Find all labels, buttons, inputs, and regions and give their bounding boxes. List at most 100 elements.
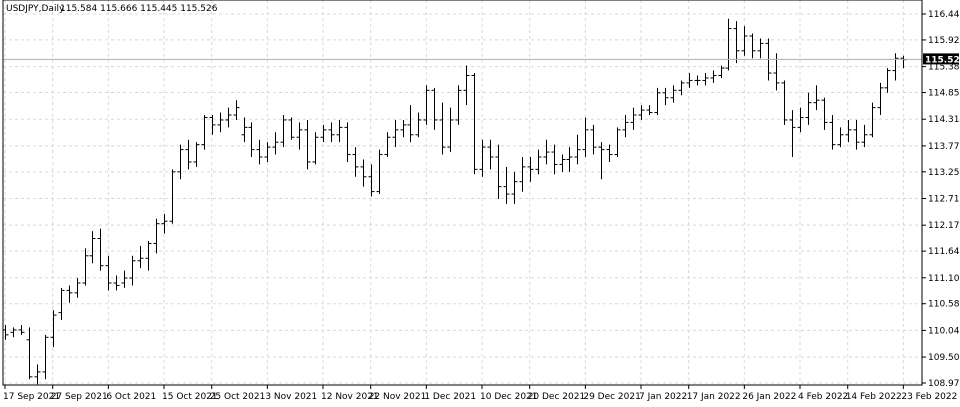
ohlc-bar [336, 119, 343, 143]
ohlc-bar [431, 87, 438, 130]
current-price-tag: 115.526 [923, 53, 960, 65]
ohlc-bar [161, 213, 168, 234]
ohlc-bar [718, 65, 725, 78]
ohlc-bar [821, 97, 828, 130]
y-tick-label: 115.380 [928, 63, 960, 73]
ohlc-bar [877, 82, 884, 116]
ohlc-bar [559, 154, 566, 172]
x-tick-label: 12 Nov 2021 [321, 392, 379, 402]
ohlc-bar [177, 144, 184, 180]
ohlc-bar [837, 127, 844, 148]
ohlc-bar [233, 100, 240, 120]
ohlc-bar [662, 87, 669, 106]
ohlc-bar [304, 119, 311, 170]
y-tick-label: 114.315 [928, 115, 960, 125]
ohlc-bar [519, 157, 526, 192]
ohlc-bar [320, 124, 327, 143]
x-tick-label: 7 Jan 2022 [639, 392, 687, 402]
chart-header: USDJPY,Daily 115.584 115.666 115.445 115… [6, 4, 218, 14]
ohlc-bar [376, 149, 383, 195]
ohlc-bar [710, 70, 717, 83]
ohlc-bar [328, 122, 335, 143]
y-tick-label: 111.645 [928, 247, 960, 257]
ohlc-bar [670, 85, 677, 103]
ohlc-bar [169, 169, 176, 224]
ohlc-bar [471, 73, 478, 175]
ohlc-bar [217, 112, 224, 133]
x-tick-label: 17 Sep 2021 [3, 392, 60, 402]
ohlc-bar [614, 127, 621, 158]
ohlc-bar [18, 324, 25, 335]
ohlc-bar [225, 107, 232, 128]
ohlc-bar [145, 240, 152, 271]
ohlc-bar [296, 122, 303, 150]
chart-ohlc-values: 115.584 115.666 115.445 115.526 [60, 4, 218, 14]
ohlc-bar [26, 327, 33, 380]
ohlc-bar [630, 107, 637, 130]
grid-lines [3, 0, 922, 385]
ohlc-bar [42, 334, 49, 380]
ohlc-bar [209, 115, 216, 135]
ohlc-bar [606, 144, 613, 162]
x-tick-label: 27 Sep 2021 [51, 392, 108, 402]
ohlc-bar [256, 139, 263, 165]
ohlc-bar [89, 231, 96, 264]
ohlc-bar [153, 218, 160, 254]
x-tick-label: 1 Dec 2021 [424, 392, 476, 402]
ohlc-bar [50, 310, 57, 348]
ohlc-bar [288, 117, 295, 140]
ohlc-bar [566, 147, 573, 172]
ohlc-bar [845, 119, 852, 143]
y-tick-label: 108.975 [928, 379, 960, 389]
ohlc-bar [415, 112, 422, 138]
ohlc-bar [694, 75, 701, 86]
ohlc-bar [638, 105, 645, 120]
ohlc-bar [805, 92, 812, 125]
ohlc-bar [193, 142, 200, 167]
ohlc-bar [344, 122, 351, 162]
ohlc-bar [702, 73, 709, 86]
ohlc-bar [741, 26, 748, 56]
x-tick-label: 4 Feb 2022 [798, 392, 848, 402]
ohlc-bar [757, 38, 764, 59]
ohlc-bar [495, 144, 502, 199]
ohlc-bar [241, 117, 248, 143]
ohlc-bar [407, 105, 414, 143]
x-tick-label: 6 Oct 2021 [106, 392, 156, 402]
ohlc-bar [829, 115, 836, 150]
ohlc-bar [97, 228, 104, 271]
current-price-label: 115.526 [925, 55, 960, 65]
ohlc-bar [113, 275, 120, 291]
y-tick-label: 113.775 [928, 142, 960, 152]
y-tick-label: 112.170 [928, 221, 960, 231]
y-tick-label: 116.445 [928, 10, 960, 20]
x-tick-label: 26 Jan 2022 [742, 392, 796, 402]
ohlc-bar [551, 144, 558, 175]
ohlc-bar [352, 147, 359, 177]
ohlc-bar [248, 122, 255, 158]
ohlc-bar [82, 248, 89, 286]
ohlc-bar [447, 107, 454, 153]
x-tick-label: 25 Oct 2021 [210, 392, 266, 402]
ohlc-bar [34, 364, 41, 385]
ohlc-bar [368, 164, 375, 197]
ohlc-bar [622, 115, 629, 138]
ohlc-bar [869, 102, 876, 138]
ohlc-bar [797, 107, 804, 133]
ohlc-bar [58, 287, 65, 321]
y-tick-label: 110.580 [928, 300, 960, 310]
ohlc-bar [749, 33, 756, 59]
price-axis: 116.445 115.920 115.380 114.855 114.315 113.7… [922, 10, 960, 389]
y-tick-label: 113.250 [928, 168, 960, 178]
ohlc-bar [137, 245, 144, 269]
ohlc-bar [678, 80, 685, 96]
ohlc-bar [487, 139, 494, 170]
ohlc-bar [423, 85, 430, 125]
ohlc-bar [884, 68, 891, 93]
ohlc-bar [280, 115, 287, 148]
ohlc-bar [312, 132, 319, 165]
x-tick-label: 22 Nov 2021 [369, 392, 427, 402]
ohlc-bar [789, 110, 796, 158]
